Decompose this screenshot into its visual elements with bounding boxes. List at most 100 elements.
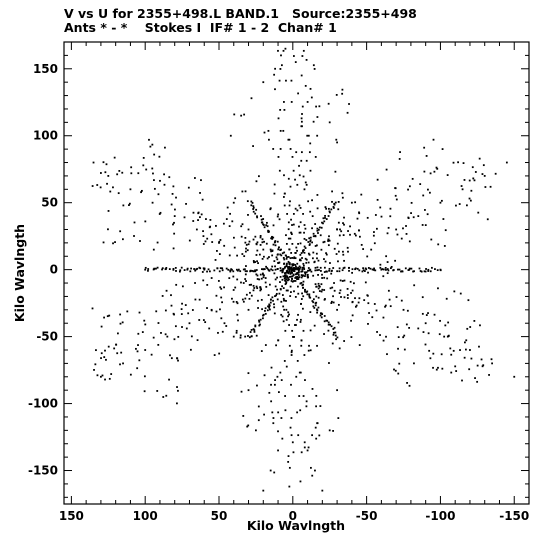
uv-point [219, 239, 222, 241]
uv-point [350, 336, 353, 338]
uv-point [289, 285, 292, 288]
uv-point [290, 79, 293, 82]
uv-point [314, 266, 317, 269]
uv-point [268, 306, 270, 309]
uv-point [228, 254, 231, 257]
uv-point [285, 270, 288, 273]
uv-point [286, 213, 289, 215]
uv-point [327, 323, 330, 326]
uv-point [274, 67, 276, 70]
uv-point [277, 339, 279, 342]
uv-point [297, 292, 300, 295]
uv-point [152, 268, 155, 271]
uv-point [277, 117, 280, 120]
uv-point [308, 237, 311, 240]
uv-point [468, 197, 471, 200]
uv-point [141, 189, 143, 192]
uv-point [273, 241, 276, 244]
uv-point [270, 298, 272, 301]
uv-point [286, 271, 288, 273]
uv-point [221, 267, 224, 270]
uv-point [242, 268, 245, 271]
uv-point [247, 243, 250, 246]
uv-point [231, 220, 234, 223]
uv-point [310, 270, 313, 273]
uv-point [175, 196, 177, 199]
uv-point [236, 278, 239, 281]
uv-point [246, 425, 249, 428]
uv-point [288, 268, 291, 271]
uv-point [299, 207, 302, 209]
uv-point [358, 212, 361, 215]
uv-point [439, 319, 441, 322]
uv-point [303, 231, 305, 234]
uv-point [372, 234, 375, 237]
uv-point [159, 211, 162, 214]
uv-point [183, 216, 186, 219]
uv-point [405, 225, 407, 227]
uv-point [316, 269, 319, 272]
uv-point [299, 371, 302, 374]
uv-point [357, 301, 360, 304]
tick-marks [64, 41, 530, 504]
uv-point [262, 317, 264, 320]
uv-point [408, 384, 411, 387]
uv-point [169, 354, 171, 357]
uv-point [480, 358, 483, 361]
uv-point [330, 270, 333, 272]
uv-point [397, 336, 400, 339]
uv-point [421, 312, 424, 315]
uv-point [206, 307, 208, 309]
uv-point [268, 269, 271, 272]
uv-point [141, 331, 144, 333]
uv-point [465, 339, 468, 342]
uv-point [323, 271, 326, 273]
y-tick-label: -50 [36, 330, 58, 344]
uv-point [374, 269, 377, 272]
uv-point [317, 282, 320, 285]
uv-point [122, 238, 124, 241]
uv-point [323, 298, 326, 301]
uv-point [342, 234, 345, 237]
uv-point [144, 266, 147, 269]
uv-point [301, 55, 304, 57]
uv-point [300, 252, 303, 254]
uv-point [218, 241, 220, 244]
uv-point [481, 173, 484, 175]
uv-point [433, 170, 436, 173]
uv-point [429, 172, 432, 175]
uv-point [343, 216, 345, 219]
uv-point [425, 155, 428, 157]
uv-point [396, 326, 399, 329]
uv-point [264, 344, 267, 346]
uv-point [316, 229, 319, 232]
uv-point [302, 249, 305, 251]
uv-point [129, 188, 132, 191]
uv-point [315, 437, 318, 440]
uv-point [202, 279, 205, 282]
uv-point [317, 228, 320, 231]
uv-point [379, 266, 382, 269]
uv-point [298, 395, 301, 397]
uv-point [249, 331, 252, 333]
uv-point [294, 264, 297, 266]
uv-point [330, 208, 333, 211]
uv-point [283, 174, 285, 177]
uv-point [244, 237, 247, 239]
uv-point [328, 362, 330, 364]
uv-point [458, 203, 461, 205]
uv-point [290, 383, 292, 386]
uv-point [105, 163, 108, 166]
uv-point [255, 269, 258, 271]
uv-point [318, 269, 320, 271]
uv-point [386, 232, 389, 235]
uv-point [312, 235, 315, 238]
uv-point [309, 329, 312, 332]
uv-point [315, 244, 318, 247]
uv-point [321, 489, 324, 492]
uv-point [294, 207, 297, 210]
uv-point [335, 138, 338, 141]
uv-point [304, 290, 306, 293]
uv-point [366, 255, 369, 258]
uv-point [291, 278, 293, 280]
